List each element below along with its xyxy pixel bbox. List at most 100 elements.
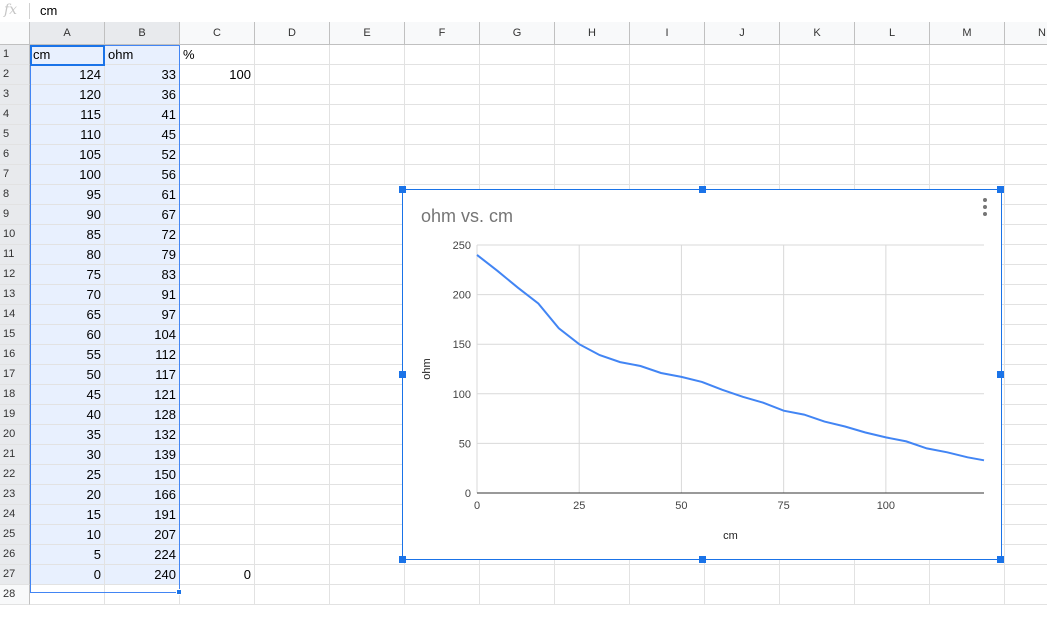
- cell-b28[interactable]: [105, 585, 180, 605]
- cell-b19[interactable]: 128: [105, 405, 180, 425]
- row-header-4[interactable]: 4: [0, 105, 30, 125]
- cell-a23[interactable]: 20: [30, 485, 105, 505]
- cell-n24[interactable]: [1005, 505, 1047, 525]
- cell-m4[interactable]: [930, 105, 1005, 125]
- cell-a8[interactable]: 95: [30, 185, 105, 205]
- cell-f3[interactable]: [405, 85, 480, 105]
- cell-e7[interactable]: [330, 165, 405, 185]
- cell-d14[interactable]: [255, 305, 330, 325]
- cell-e22[interactable]: [330, 465, 405, 485]
- cell-e18[interactable]: [330, 385, 405, 405]
- cell-d27[interactable]: [255, 565, 330, 585]
- cell-c6[interactable]: [180, 145, 255, 165]
- cell-b23[interactable]: 166: [105, 485, 180, 505]
- cell-b8[interactable]: 61: [105, 185, 180, 205]
- cell-c10[interactable]: [180, 225, 255, 245]
- cell-j2[interactable]: [705, 65, 780, 85]
- cell-a2[interactable]: 124: [30, 65, 105, 85]
- row-header-23[interactable]: 23: [0, 485, 30, 505]
- cell-b22[interactable]: 150: [105, 465, 180, 485]
- cell-c8[interactable]: [180, 185, 255, 205]
- cell-a5[interactable]: 110: [30, 125, 105, 145]
- cell-e9[interactable]: [330, 205, 405, 225]
- row-header-22[interactable]: 22: [0, 465, 30, 485]
- cell-m3[interactable]: [930, 85, 1005, 105]
- cell-l7[interactable]: [855, 165, 930, 185]
- row-header-13[interactable]: 13: [0, 285, 30, 305]
- cell-a13[interactable]: 70: [30, 285, 105, 305]
- cell-d17[interactable]: [255, 365, 330, 385]
- cell-n19[interactable]: [1005, 405, 1047, 425]
- cell-g2[interactable]: [480, 65, 555, 85]
- cell-c13[interactable]: [180, 285, 255, 305]
- cell-b9[interactable]: 67: [105, 205, 180, 225]
- row-header-3[interactable]: 3: [0, 85, 30, 105]
- cell-a15[interactable]: 60: [30, 325, 105, 345]
- cell-l27[interactable]: [855, 565, 930, 585]
- col-header-a[interactable]: A: [30, 22, 105, 45]
- cell-a20[interactable]: 35: [30, 425, 105, 445]
- chart-menu-icon[interactable]: [979, 196, 991, 218]
- row-header-10[interactable]: 10: [0, 225, 30, 245]
- cell-m28[interactable]: [930, 585, 1005, 605]
- cell-b16[interactable]: 112: [105, 345, 180, 365]
- cell-e13[interactable]: [330, 285, 405, 305]
- cell-j4[interactable]: [705, 105, 780, 125]
- cell-e26[interactable]: [330, 545, 405, 565]
- chart-resize-handle-mr[interactable]: [997, 371, 1004, 378]
- cell-d7[interactable]: [255, 165, 330, 185]
- row-header-5[interactable]: 5: [0, 125, 30, 145]
- cell-d3[interactable]: [255, 85, 330, 105]
- row-header-27[interactable]: 27: [0, 565, 30, 585]
- col-header-f[interactable]: F: [405, 22, 480, 45]
- cell-i7[interactable]: [630, 165, 705, 185]
- cell-b15[interactable]: 104: [105, 325, 180, 345]
- col-header-d[interactable]: D: [255, 22, 330, 45]
- chart-resize-handle-bl[interactable]: [399, 556, 406, 563]
- cell-a25[interactable]: 10: [30, 525, 105, 545]
- cell-b11[interactable]: 79: [105, 245, 180, 265]
- row-header-6[interactable]: 6: [0, 145, 30, 165]
- cell-a10[interactable]: 85: [30, 225, 105, 245]
- col-header-g[interactable]: G: [480, 22, 555, 45]
- cell-d13[interactable]: [255, 285, 330, 305]
- cell-i2[interactable]: [630, 65, 705, 85]
- cell-i1[interactable]: [630, 45, 705, 65]
- cell-c16[interactable]: [180, 345, 255, 365]
- cell-n26[interactable]: [1005, 545, 1047, 565]
- cell-e10[interactable]: [330, 225, 405, 245]
- cell-c7[interactable]: [180, 165, 255, 185]
- cell-e23[interactable]: [330, 485, 405, 505]
- cell-e11[interactable]: [330, 245, 405, 265]
- cell-c21[interactable]: [180, 445, 255, 465]
- cell-k4[interactable]: [780, 105, 855, 125]
- row-header-21[interactable]: 21: [0, 445, 30, 465]
- cell-n15[interactable]: [1005, 325, 1047, 345]
- cell-n12[interactable]: [1005, 265, 1047, 285]
- cell-d22[interactable]: [255, 465, 330, 485]
- cell-d11[interactable]: [255, 245, 330, 265]
- cell-m27[interactable]: [930, 565, 1005, 585]
- cell-n1[interactable]: [1005, 45, 1047, 65]
- chart-resize-handle-bc[interactable]: [699, 556, 706, 563]
- cell-a27[interactable]: 0: [30, 565, 105, 585]
- cell-b13[interactable]: 91: [105, 285, 180, 305]
- cell-l1[interactable]: [855, 45, 930, 65]
- cell-a3[interactable]: 120: [30, 85, 105, 105]
- cell-c11[interactable]: [180, 245, 255, 265]
- cell-b26[interactable]: 224: [105, 545, 180, 565]
- cell-n22[interactable]: [1005, 465, 1047, 485]
- cell-b5[interactable]: 45: [105, 125, 180, 145]
- cell-h5[interactable]: [555, 125, 630, 145]
- cell-a22[interactable]: 25: [30, 465, 105, 485]
- cell-n8[interactable]: [1005, 185, 1047, 205]
- cell-n20[interactable]: [1005, 425, 1047, 445]
- cell-e15[interactable]: [330, 325, 405, 345]
- cell-d15[interactable]: [255, 325, 330, 345]
- cell-c3[interactable]: [180, 85, 255, 105]
- cell-k5[interactable]: [780, 125, 855, 145]
- row-header-20[interactable]: 20: [0, 425, 30, 445]
- cell-f6[interactable]: [405, 145, 480, 165]
- cell-c4[interactable]: [180, 105, 255, 125]
- cell-d4[interactable]: [255, 105, 330, 125]
